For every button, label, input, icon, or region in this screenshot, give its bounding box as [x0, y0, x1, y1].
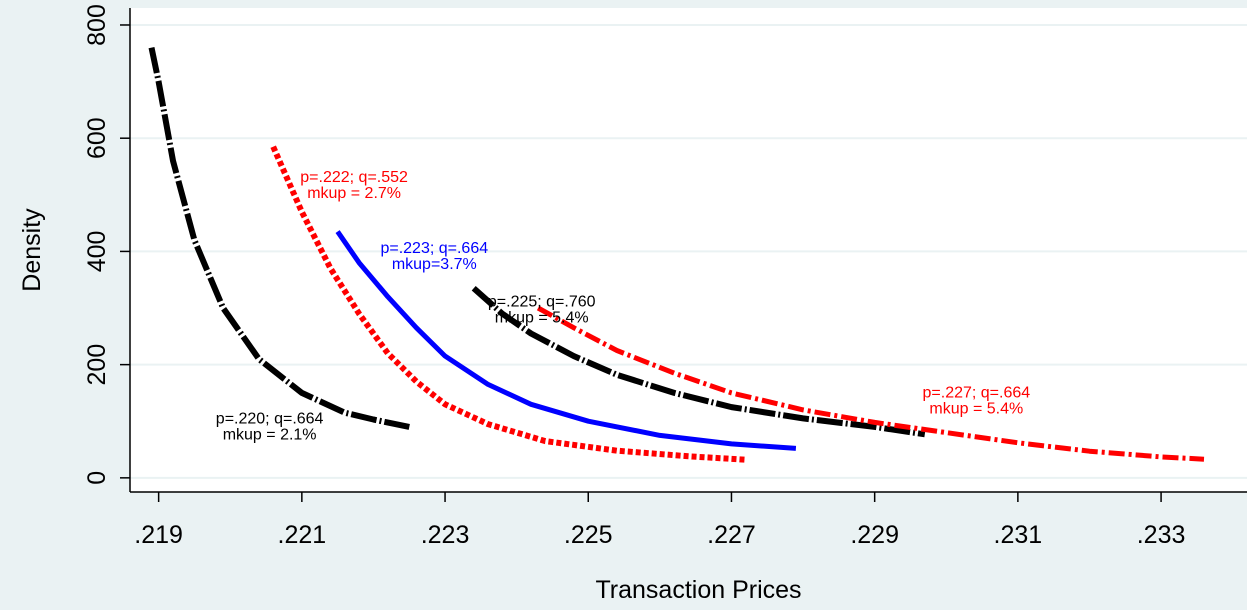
x-axis-title: Transaction Prices [595, 576, 801, 604]
series-line-5 [536, 305, 1205, 462]
y-tick-label-1: 200 [83, 344, 111, 386]
annotation-1-line-2: mkup = 2.1% [223, 427, 317, 444]
annotation-2-line-2: mkup = 2.7% [307, 185, 401, 202]
annotation-3: p=.223; q=.664 mkup=3.7% [380, 240, 488, 273]
series-line-1 [148, 46, 410, 430]
annotation-2: p=.222; q=.552 mkup = 2.7% [300, 169, 408, 202]
y-tick-label-2: 400 [83, 231, 111, 273]
annotation-3-line-1: p=.223; q=.664 [380, 240, 488, 257]
x-tick-label-0: .219 [134, 521, 183, 549]
y-tick-label-3: 600 [83, 117, 111, 159]
annotation-4: p=.225; q=.760 mkup = 5.4% [488, 293, 596, 326]
x-tick-label-6: .231 [994, 521, 1043, 549]
x-tick-label-4: .227 [707, 521, 756, 549]
annotations: p=.220; q=.664 mkup = 2.1%p=.222; q=.552 m… [216, 169, 1030, 444]
x-tick-label-7: .233 [1137, 521, 1186, 549]
x-tick-label-1: .221 [278, 521, 327, 549]
annotation-5: p=.227; q=.664 mkup = 5.4% [923, 384, 1031, 417]
annotation-4-line-1: p=.225; q=.760 [488, 293, 596, 310]
annotation-2-line-1: p=.222; q=.552 [300, 169, 408, 186]
plot-area [130, 8, 1247, 492]
annotation-1-line-1: p=.220; q=.664 [216, 411, 324, 428]
annotation-5-line-2: mkup = 5.4% [929, 400, 1023, 417]
annotation-4-line-2: mkup = 5.4% [495, 309, 589, 326]
grid-lines [130, 23, 1247, 479]
x-tick-label-2: .223 [421, 521, 470, 549]
x-tick-label-3: .225 [564, 521, 613, 549]
y-axis-title: Density [18, 208, 46, 292]
series-group [148, 46, 1205, 463]
axes: .219 .221 .223 .225 .227 .229 .231 .233 0 200 400 6… [83, 4, 1247, 549]
y-tick-label-4: 800 [83, 4, 111, 46]
x-tick-label-5: .229 [850, 521, 899, 549]
series-line-3 [335, 230, 797, 451]
series-line-2 [270, 145, 746, 463]
annotation-3-line-2: mkup=3.7% [392, 256, 477, 273]
annotation-1: p=.220; q=.664 mkup = 2.1% [216, 411, 324, 444]
y-tick-label-0: 0 [83, 471, 111, 485]
annotation-5-line-1: p=.227; q=.664 [923, 384, 1031, 401]
series-line-4 [471, 285, 926, 438]
